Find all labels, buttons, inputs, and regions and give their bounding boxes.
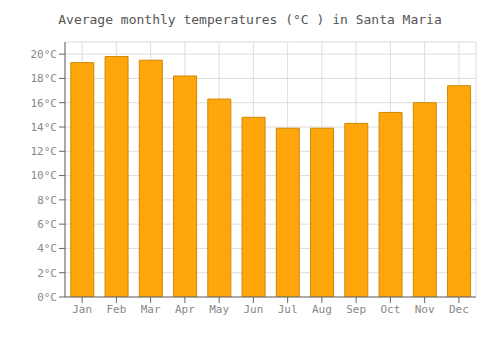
svg-text:6°C: 6°C [37,218,57,231]
svg-text:4°C: 4°C [37,242,57,255]
html-text:Average monthly temperatures (: Average monthly temperatures (°C ) in Sa… [58,12,442,27]
svg-text:Sep: Sep [346,303,366,316]
svg-text:Feb: Feb [106,303,126,316]
svg-text:Dec: Dec [449,303,469,316]
svg-text:14°C: 14°C [31,121,58,134]
svg-text:16°C: 16°C [31,97,58,110]
svg-text:10°C: 10°C [31,169,58,182]
svg-text:2°C: 2°C [37,267,57,280]
svg-text:Mar: Mar [141,303,161,316]
svg-text:18°C: 18°C [31,72,58,85]
svg-text:Oct: Oct [380,303,400,316]
svg-text:Nov: Nov [415,303,435,316]
svg-text:Apr: Apr [175,303,195,316]
svg-text:12°C: 12°C [31,145,58,158]
svg-text:Jul: Jul [278,303,298,316]
svg-text:8°C: 8°C [37,194,57,207]
svg-text:Aug: Aug [312,303,332,316]
svg-text:Jun: Jun [243,303,263,316]
svg-text:0°C: 0°C [37,291,57,304]
svg-text:20°C: 20°C [31,48,58,61]
svg-text:Jan: Jan [72,303,92,316]
svg-text:May: May [209,303,229,316]
